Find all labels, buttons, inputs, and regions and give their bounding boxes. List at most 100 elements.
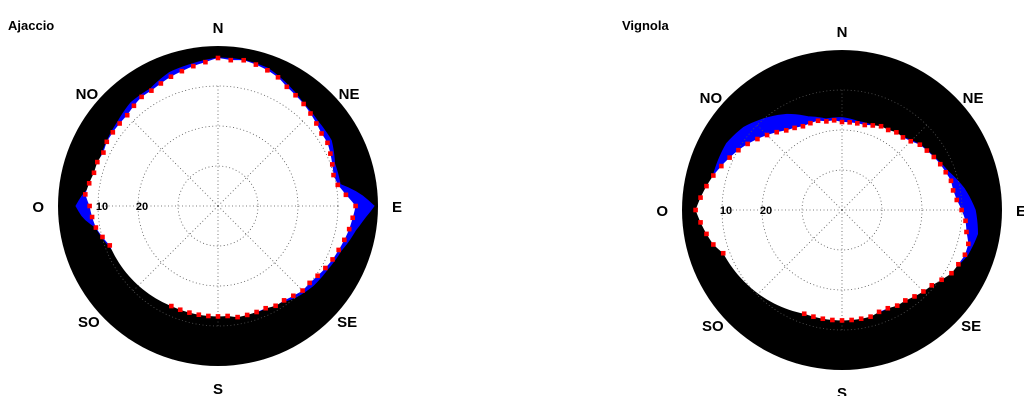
data-point [736,147,741,153]
data-point [300,288,305,293]
data-point [235,314,240,320]
data-point [281,298,287,303]
data-point [963,218,968,224]
data-point [329,162,335,167]
grid-spoke [217,205,304,292]
data-point [254,309,259,315]
data-point [307,280,312,286]
polar-grid [97,85,339,327]
data-point [263,305,268,311]
data-point [885,127,891,133]
data-point [215,55,221,61]
direction-label-no: NO [76,86,99,103]
data-point [870,123,876,128]
data-point [719,163,724,169]
grid-spoke [756,209,843,296]
data-point [284,84,290,90]
data-point [931,154,937,160]
grid-ring [761,129,923,291]
data-point [342,237,347,243]
data-point [917,142,923,147]
data-point [720,250,726,256]
data-point [131,103,137,109]
data-point [95,159,100,165]
data-point [831,118,837,123]
data-point [948,178,954,184]
radial-tick-label: 20 [136,201,148,213]
data-point [711,173,716,178]
grid-ring [177,165,259,247]
data-point [319,131,324,136]
data-point [206,313,211,319]
direction-label-o: O [656,203,668,220]
data-point [331,172,336,178]
data-point [328,151,333,156]
data-point [894,130,899,135]
data-point [228,57,234,63]
data-point [253,62,259,67]
data-point [755,136,760,142]
data-point [343,192,349,198]
data-point [314,121,319,126]
sky-region [86,58,356,318]
data-point [839,318,845,323]
data-point [93,225,99,230]
data-point [301,101,306,107]
data-point [830,317,835,323]
data-point [698,220,703,225]
data-point [225,313,230,319]
data-point [876,309,882,315]
data-point [937,161,943,167]
data-point [273,303,278,309]
radial-tick-label: 20 [760,205,772,217]
data-point [124,112,130,118]
chart-title: Ajaccio [8,18,54,33]
data-point [158,81,164,86]
data-point [727,155,732,160]
direction-label-se: SE [337,314,357,331]
data-point [824,119,829,124]
polar-chart-1: 10 20 N NE E SE S SO O NO Ajaccio [8,18,402,396]
data-point [336,247,341,253]
grid-spoke [756,124,843,211]
data-point [966,241,971,247]
data-point [330,257,335,262]
data-point [698,195,703,200]
direction-label-n: N [213,20,224,37]
data-point [903,298,908,303]
data-point [86,180,92,186]
polar-chart-2: 10 20 N NE E SE S SO O NO Vignola [622,18,1024,396]
data-point [117,121,122,126]
data-point [275,75,281,80]
direction-label-n: N [837,24,848,41]
data-point [353,203,358,209]
data-point [215,314,221,319]
direction-label-s: S [213,381,223,396]
data-point [308,111,313,116]
radial-tick-label: 10 [96,201,108,213]
direction-label-ne: NE [339,86,360,103]
grid-spoke [841,209,928,296]
data-point [939,277,944,283]
data-point [962,252,968,258]
data-point [291,293,296,299]
data-point [839,119,845,125]
data-point [868,314,873,319]
data-point [858,316,864,322]
direction-label-s: S [837,385,847,396]
data-point [241,57,246,63]
data-point [91,170,97,176]
data-point [107,243,113,248]
data-point [847,120,852,125]
data-point [323,265,328,271]
data-point [964,229,969,235]
data-point [104,139,110,145]
data-point [959,207,964,213]
series-red-markers [693,118,971,323]
direction-label-no: NO [700,90,723,107]
data-point [849,317,854,323]
data-point [87,203,92,209]
direction-label-e: E [392,199,402,216]
data-point [203,59,208,65]
